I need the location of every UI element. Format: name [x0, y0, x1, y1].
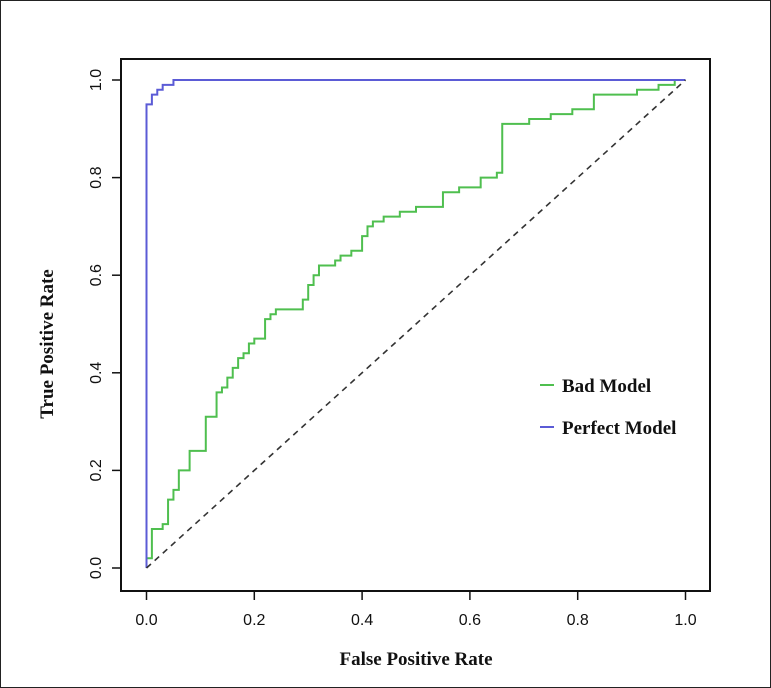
legend-label-perfect-model: Perfect Model — [562, 418, 676, 439]
y-tick-label: 0.6 — [88, 264, 105, 286]
x-tick-label: 0.6 — [459, 612, 481, 629]
diagonal-reference-line — [145, 79, 687, 569]
x-tick-label: 0.4 — [351, 612, 373, 629]
x-tick-label: 1.0 — [674, 612, 696, 629]
y-tick-label: 1.0 — [88, 69, 105, 91]
x-tick-label: 0.8 — [567, 612, 589, 629]
y-axis-title: True Positive Rate — [37, 269, 58, 419]
y-tick-label: 0.0 — [88, 557, 105, 579]
x-tick-label: 0.2 — [243, 612, 265, 629]
y-tick-label: 0.4 — [88, 362, 105, 384]
bad-model-line — [145, 79, 686, 568]
plot-border — [120, 58, 711, 592]
legend-label-bad-model: Bad Model — [562, 376, 651, 397]
perfect-model-line — [145, 79, 686, 568]
x-axis-title: False Positive Rate — [339, 649, 492, 670]
y-tick-label: 0.8 — [88, 166, 105, 188]
y-tick-label: 0.2 — [88, 459, 105, 481]
x-tick-label: 0.0 — [135, 612, 157, 629]
